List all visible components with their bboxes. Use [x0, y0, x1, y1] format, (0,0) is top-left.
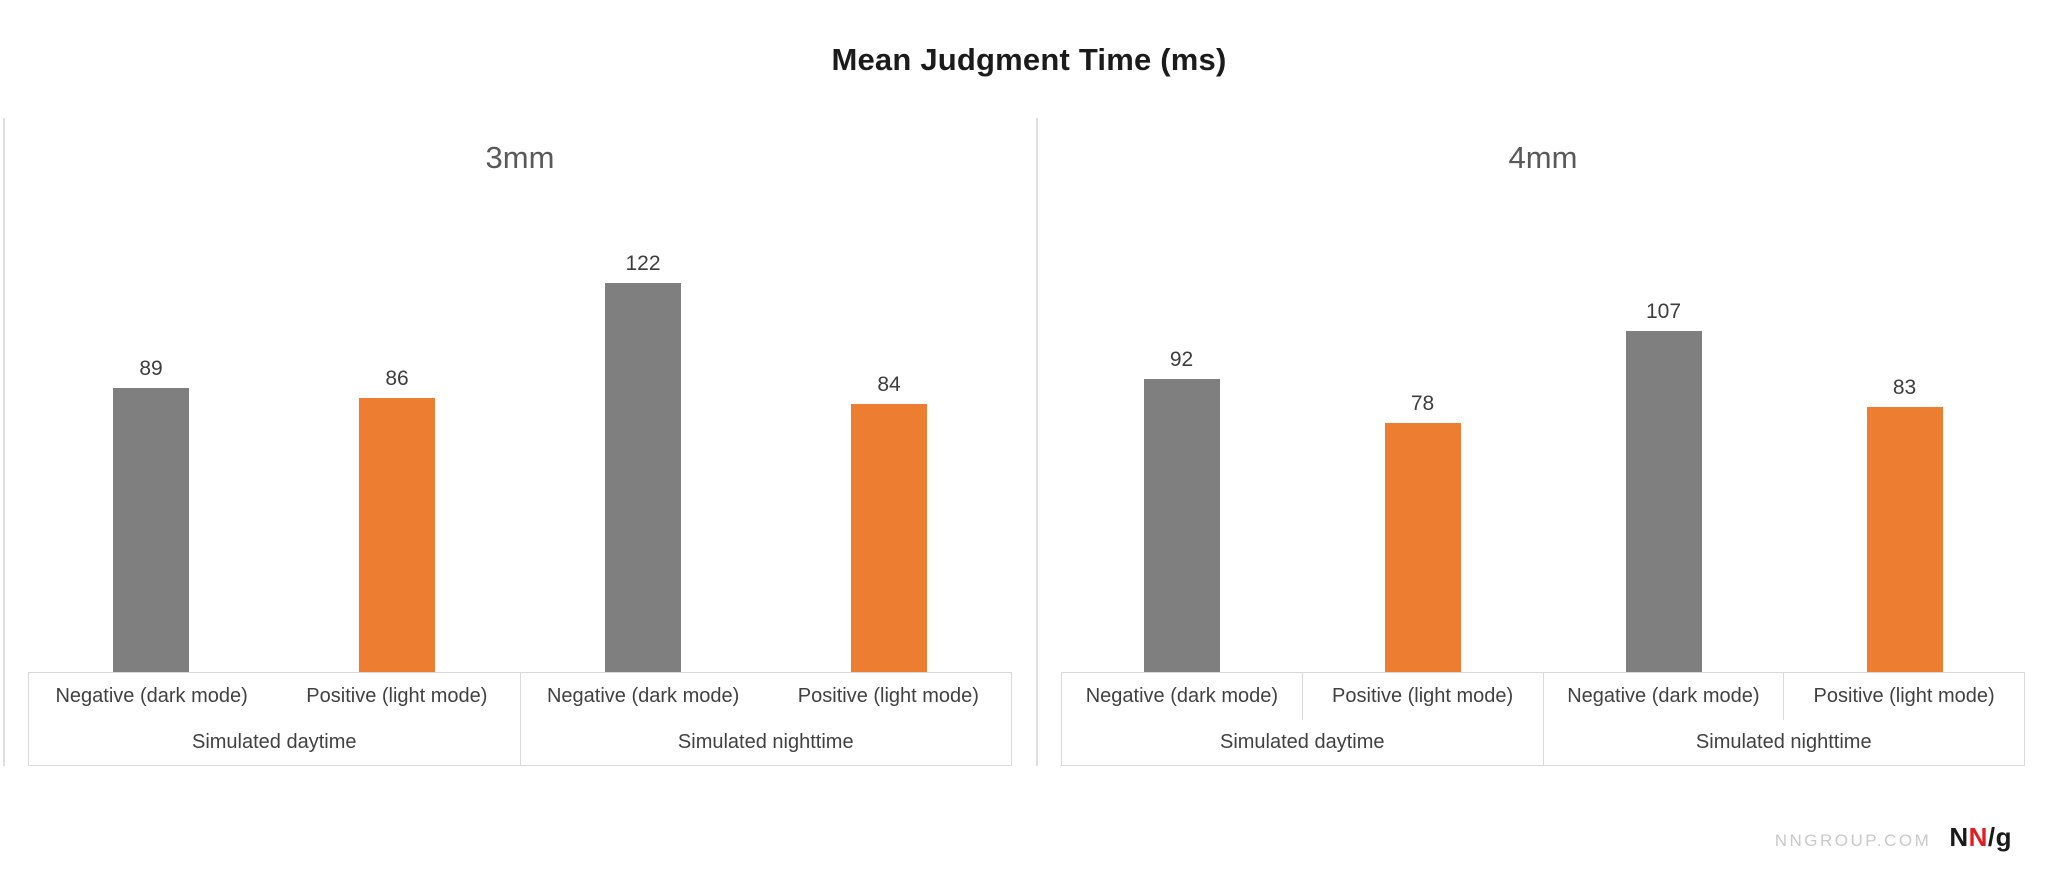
group-label: Simulated nighttime — [519, 720, 1012, 765]
bar-value-label: 83 — [1892, 376, 1917, 399]
bar-positive — [1384, 423, 1461, 672]
nng-logo-n2-red: N — [1968, 822, 1988, 852]
group-row: Simulated daytime Simulated nighttime — [29, 720, 1011, 765]
group-label: Simulated daytime — [191, 731, 357, 753]
bar-positive — [1866, 407, 1943, 672]
bar-value-label: 92 — [1169, 348, 1194, 371]
bar-positive — [851, 404, 927, 672]
category-label: Positive (light mode) — [797, 685, 979, 707]
category-label: Negative (dark mode) — [1542, 673, 1784, 720]
category-label: Positive (light mode) — [1783, 673, 2024, 720]
bar-slot: 86 — [274, 192, 520, 672]
panel-title-3mm: 3mm — [485, 140, 555, 175]
bar-slot: 107 — [1543, 192, 1784, 672]
bar-slot: 122 — [520, 192, 766, 672]
bar-slot: 92 — [1061, 192, 1302, 672]
nngroup-url: NNGROUP.COM — [1774, 831, 1932, 850]
category-label: Negative (dark mode) — [55, 685, 248, 707]
bar-positive — [359, 398, 435, 672]
plot-border-right-panel — [1036, 118, 1038, 766]
bar-negative — [1625, 331, 1702, 672]
category-label: Positive (light mode) — [1301, 673, 1543, 720]
chart-title: Mean Judgment Time (ms) — [831, 42, 1227, 77]
group-label: Simulated daytime — [1219, 731, 1385, 753]
category-label: Negative (dark mode) — [1085, 685, 1279, 707]
nng-logo-n1: N — [1949, 822, 1969, 852]
bar-value-label: 122 — [625, 252, 661, 275]
bar-negative — [1143, 379, 1220, 672]
bar-slot: 78 — [1302, 192, 1543, 672]
bar-value-label: 86 — [385, 367, 409, 390]
bar-value-label: 89 — [139, 357, 163, 380]
bar-negative — [113, 388, 189, 672]
panel-title-4mm: 4mm — [1508, 140, 1578, 175]
category-row: Negative (dark mode) Positive (light mode… — [29, 673, 1011, 720]
nng-logo: NN/g — [1949, 822, 2012, 853]
bar-value-label: 78 — [1410, 392, 1435, 415]
bar-slot: 84 — [766, 192, 1012, 672]
bars-area-4mm: 92 78 107 83 — [1061, 192, 2025, 672]
bars-area-3mm: 89 86 122 84 — [28, 192, 1012, 672]
nngroup-branding: NNGROUP.COM NN/g — [1775, 822, 2012, 853]
category-axis-3mm: Negative (dark mode) Positive (light mode… — [28, 672, 1012, 766]
category-label: Negative (dark mode) — [519, 673, 766, 720]
bar-value-label: 107 — [1645, 300, 1682, 323]
bar-slot: 83 — [1784, 192, 2025, 672]
plot-border-left — [3, 118, 5, 766]
category-label: Positive (light mode) — [306, 685, 488, 707]
category-row: Negative (dark mode) Positive (light mode… — [1062, 673, 2024, 720]
bar-slot: 89 — [28, 192, 274, 672]
group-label: Simulated nighttime — [1542, 720, 2025, 765]
group-row: Simulated daytime Simulated nighttime — [1062, 720, 2024, 765]
bar-negative — [605, 283, 681, 672]
bar-value-label: 84 — [877, 373, 901, 396]
nng-logo-slash-g: /g — [1987, 822, 2012, 852]
category-axis-4mm: Negative (dark mode) Positive (light mode… — [1061, 672, 2025, 766]
